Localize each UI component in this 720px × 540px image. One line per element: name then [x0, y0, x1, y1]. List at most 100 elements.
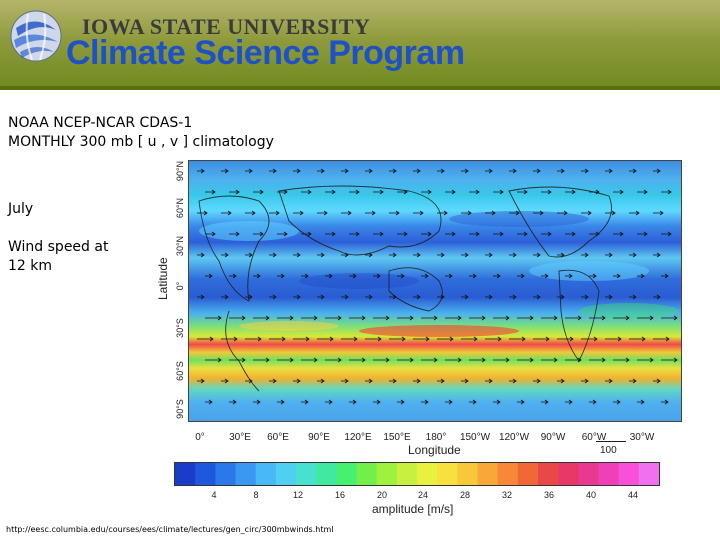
wind-vector-arrow	[349, 189, 360, 195]
wind-vector-arrow	[365, 294, 373, 300]
wind-vector-arrow	[341, 336, 358, 342]
colorbar-cell	[477, 463, 499, 485]
wind-vector-arrow	[269, 210, 280, 216]
wind-vector-arrow	[293, 252, 301, 258]
wind-vector-arrow	[565, 399, 573, 405]
wind-vector-arrow	[445, 189, 456, 195]
colorbar-tick: 12	[292, 490, 303, 500]
wind-vector-arrow	[205, 315, 222, 321]
wind-vector-arrow	[469, 189, 480, 195]
wind-vector-arrow	[533, 294, 541, 300]
wind-vector-arrow	[493, 315, 510, 321]
lon-tick: 90°E	[308, 432, 330, 443]
wind-vector-arrow	[221, 168, 229, 174]
wind-vector-arrow	[325, 231, 336, 237]
wind-vector-arrow	[325, 189, 336, 195]
wind-vector-arrow	[565, 231, 576, 237]
wind-vector-arrow	[293, 168, 301, 174]
wind-vector-arrow	[581, 378, 589, 384]
wind-vector-arrow	[637, 189, 648, 195]
wind-vector-arrow	[421, 315, 438, 321]
wind-vector-arrow	[245, 168, 253, 174]
wind-vector-arrow	[533, 252, 541, 258]
lat-tick: 90°S	[175, 399, 185, 419]
wind-map	[188, 160, 682, 422]
lon-tick: 90°W	[540, 432, 566, 443]
wind-vector-arrow	[557, 294, 565, 300]
wind-vector-arrow	[341, 168, 349, 174]
wind-vector-arrow	[589, 189, 600, 195]
wind-vector-arrow	[589, 231, 600, 237]
description: Wind speed at 12 km	[8, 238, 128, 276]
description-line-1: Wind speed at	[8, 239, 109, 255]
wind-vector-arrow	[349, 231, 360, 237]
wind-vector-arrow	[229, 189, 240, 195]
wind-vector-arrow	[325, 399, 333, 405]
wind-map-canvas	[189, 161, 681, 421]
wind-vector-arrow	[253, 189, 264, 195]
colorbar-cell	[215, 463, 236, 485]
wind-vector-arrow	[613, 357, 630, 363]
colorbar-cell	[437, 463, 458, 485]
colorbar-tick: 4	[211, 490, 217, 500]
wind-vector-arrow	[349, 273, 357, 279]
wind-vector-arrow	[637, 315, 654, 321]
wind-vector-arrow	[421, 273, 429, 279]
wind-vector-arrow	[349, 357, 366, 363]
wind-vector-arrow	[397, 399, 405, 405]
colorbar-cell	[296, 463, 317, 485]
wind-vector-arrow	[461, 294, 469, 300]
wind-vector-arrow	[389, 252, 397, 258]
title-line-2: MONTHLY 300 mb [ u , v ] climatology	[8, 134, 274, 150]
wind-vector-arrow	[509, 294, 517, 300]
colorbar-cell	[376, 463, 398, 485]
wind-vector-arrow	[205, 399, 213, 405]
wind-vector-arrow	[581, 252, 589, 258]
wind-vector-arrow	[293, 294, 301, 300]
wind-vector-arrow	[509, 378, 517, 384]
wind-vector-arrow	[253, 399, 261, 405]
wind-vector-arrow	[245, 336, 262, 342]
color-scale-bar	[174, 462, 660, 486]
wind-vector-arrow	[389, 294, 397, 300]
wind-vector-arrow	[197, 168, 205, 174]
wind-vector-arrow	[637, 273, 645, 279]
wind-vector-arrow	[613, 273, 621, 279]
wind-vector-arrow	[197, 336, 214, 342]
wind-vector-arrow	[317, 252, 325, 258]
wind-vector-arrow	[605, 294, 613, 300]
colorbar-cell	[195, 463, 216, 485]
colorbar-cell	[457, 463, 478, 485]
colorbar-cell	[396, 463, 418, 485]
colorbar-tick: 40	[585, 490, 596, 500]
wind-vector-arrow	[629, 336, 646, 342]
wind-vector-arrow	[229, 231, 240, 237]
wind-vector-arrow	[365, 336, 382, 342]
wind-vector-arrow	[557, 210, 568, 216]
wind-vector-arrow	[461, 168, 469, 174]
wind-vector-arrow	[397, 357, 414, 363]
wind-vector-arrow	[317, 294, 325, 300]
title-line-1: NOAA NCEP-NCAR CDAS-1	[8, 115, 193, 131]
colorbar-cell	[235, 463, 257, 485]
wind-vector-arrow	[253, 315, 270, 321]
wind-vector-arrow	[517, 189, 528, 195]
wind-vector-arrow	[485, 168, 493, 174]
wind-vector-arrow	[541, 399, 549, 405]
wind-vector-arrow	[349, 315, 366, 321]
colorbar-cell	[175, 463, 196, 485]
wind-vector-arrow	[469, 399, 477, 405]
wind-vector-arrow	[565, 315, 582, 321]
wind-vector-arrow	[245, 378, 253, 384]
lon-tick: 60°W	[581, 432, 607, 443]
wind-vector-arrow	[269, 336, 286, 342]
wind-vector-arrow	[517, 315, 534, 321]
wind-vector-arrow	[373, 357, 390, 363]
wind-vector-arrow	[301, 357, 318, 363]
lon-tick: 180°	[425, 432, 447, 443]
wind-vector-arrow	[245, 252, 253, 258]
wind-vector-arrow	[493, 399, 501, 405]
wind-vector-arrow	[469, 315, 486, 321]
wind-vector-arrow	[373, 231, 384, 237]
wind-vector-arrow	[637, 357, 654, 363]
